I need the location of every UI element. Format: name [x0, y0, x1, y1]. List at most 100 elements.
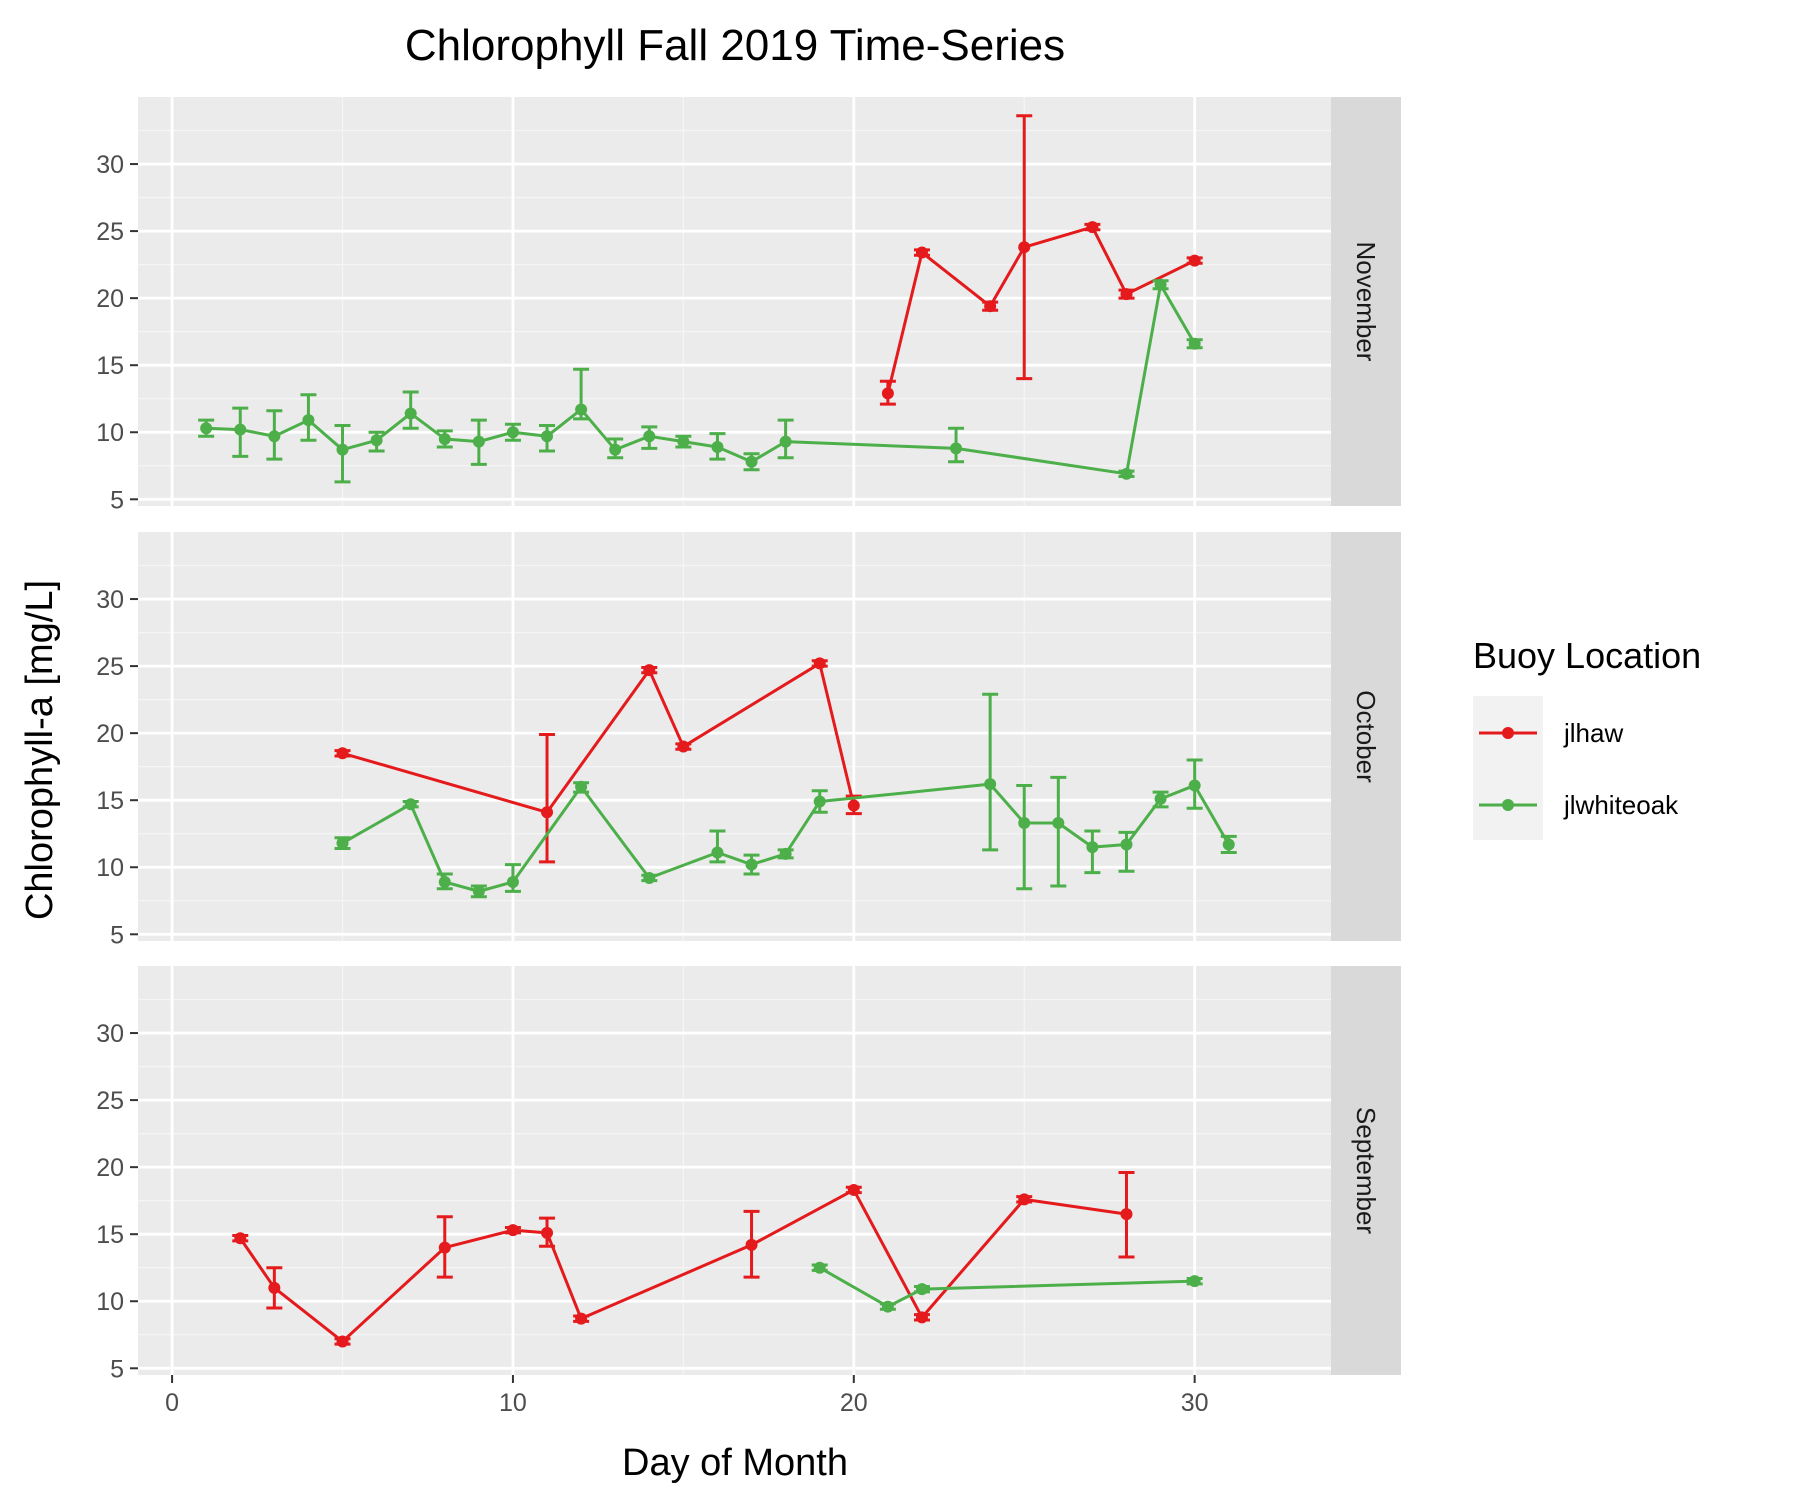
data-point — [984, 300, 997, 313]
data-point — [711, 846, 724, 859]
data-point — [609, 443, 622, 456]
data-point — [336, 443, 349, 456]
data-point — [1086, 841, 1099, 854]
data-point — [1188, 1275, 1201, 1288]
series-line-jlwhiteoak — [818, 1266, 1195, 1309]
panel-september: 5 10 15 20 25 30 September — [96, 966, 1401, 1383]
y-tick-label: 5 — [110, 921, 124, 949]
data-point — [881, 1300, 894, 1313]
data-point — [234, 423, 247, 436]
data-point — [575, 1312, 588, 1325]
data-point — [1120, 288, 1133, 301]
facet-strip-label-september: September — [1351, 1107, 1381, 1235]
data-point — [643, 430, 656, 443]
y-tick-label: 10 — [96, 1288, 124, 1316]
data-point — [677, 435, 690, 448]
data-point — [472, 885, 485, 898]
y-tick-label: 25 — [96, 218, 124, 246]
panel-background — [138, 966, 1331, 1375]
data-point — [984, 778, 997, 791]
panel-background — [138, 97, 1331, 506]
series-jlhaw — [232, 1171, 1135, 1348]
data-point — [1188, 254, 1201, 267]
data-point — [370, 434, 383, 447]
x-tick-label: 0 — [165, 1389, 179, 1417]
data-point — [643, 871, 656, 884]
legend-label-jlwhiteoak: jlwhiteoak — [1563, 790, 1679, 820]
error-bar — [1016, 783, 1033, 891]
legend-item-jlhaw: jlhaw — [1479, 718, 1623, 748]
data-point — [506, 1224, 519, 1237]
data-point — [847, 799, 860, 812]
y-tick-label: 30 — [96, 151, 124, 179]
legend-key-background — [1473, 696, 1543, 840]
x-tick-label: 30 — [1181, 1389, 1209, 1417]
data-point — [1222, 838, 1235, 851]
data-point — [1154, 278, 1167, 291]
series-jlhaw — [879, 114, 1203, 406]
y-tick-label: 15 — [96, 1221, 124, 1249]
data-point — [1188, 779, 1201, 792]
x-tick-label: 20 — [840, 1389, 868, 1417]
data-point — [745, 858, 758, 871]
data-point — [813, 1261, 826, 1274]
panel-november: 5 10 15 20 25 30 November — [96, 97, 1401, 514]
data-point — [813, 795, 826, 808]
data-point — [711, 440, 724, 453]
facet-strip — [1331, 97, 1401, 506]
y-tick-label: 10 — [96, 419, 124, 447]
data-point — [234, 1232, 247, 1245]
y-tick-label: 20 — [96, 720, 124, 748]
data-point — [438, 1241, 451, 1254]
facet-strip — [1331, 532, 1401, 941]
data-point — [1018, 241, 1031, 254]
data-point — [472, 435, 485, 448]
data-point — [779, 435, 792, 448]
legend: Buoy Location jlhaw jlwhiteoak — [1473, 635, 1701, 840]
y-tick-label: 20 — [96, 285, 124, 313]
y-tick-label: 5 — [110, 486, 124, 514]
y-tick-label: 30 — [96, 586, 124, 614]
y-tick-label: 10 — [96, 854, 124, 882]
data-point — [438, 875, 451, 888]
legend-key-point — [1502, 727, 1514, 739]
data-point — [813, 657, 826, 670]
x-axis-title: Day of Month — [622, 1442, 848, 1484]
data-point — [438, 432, 451, 445]
series-jlwhiteoak — [811, 1261, 1203, 1313]
chart-title: Chlorophyll Fall 2019 Time-Series — [405, 21, 1065, 70]
data-point — [915, 1283, 928, 1296]
data-point — [200, 422, 213, 435]
data-point — [268, 430, 281, 443]
error-bar — [1050, 775, 1067, 888]
data-point — [643, 664, 656, 677]
y-tick-label: 15 — [96, 352, 124, 380]
data-point — [779, 847, 792, 860]
x-tick-label: 10 — [499, 1389, 527, 1417]
y-tick-label: 25 — [96, 1087, 124, 1115]
facet-strip-label-october: October — [1351, 690, 1381, 783]
data-point — [1120, 467, 1133, 480]
data-point — [302, 414, 315, 427]
data-point — [404, 407, 417, 420]
y-tick-label: 15 — [96, 787, 124, 815]
data-point — [541, 430, 554, 443]
data-point — [336, 747, 349, 760]
y-axis-title: Chlorophyll-a [mg/L] — [19, 580, 61, 920]
data-point — [541, 1226, 554, 1239]
data-point — [950, 442, 963, 455]
error-bar — [982, 692, 999, 852]
data-point — [1086, 221, 1099, 234]
data-point — [847, 1183, 860, 1196]
data-point — [677, 740, 690, 753]
error-bar — [539, 732, 556, 864]
data-point — [745, 455, 758, 468]
data-point — [745, 1238, 758, 1251]
y-tick-label: 30 — [96, 1020, 124, 1048]
data-point — [404, 798, 417, 811]
data-point — [1018, 816, 1031, 829]
data-point — [575, 780, 588, 793]
data-point — [881, 387, 894, 400]
legend-title: Buoy Location — [1473, 635, 1701, 676]
